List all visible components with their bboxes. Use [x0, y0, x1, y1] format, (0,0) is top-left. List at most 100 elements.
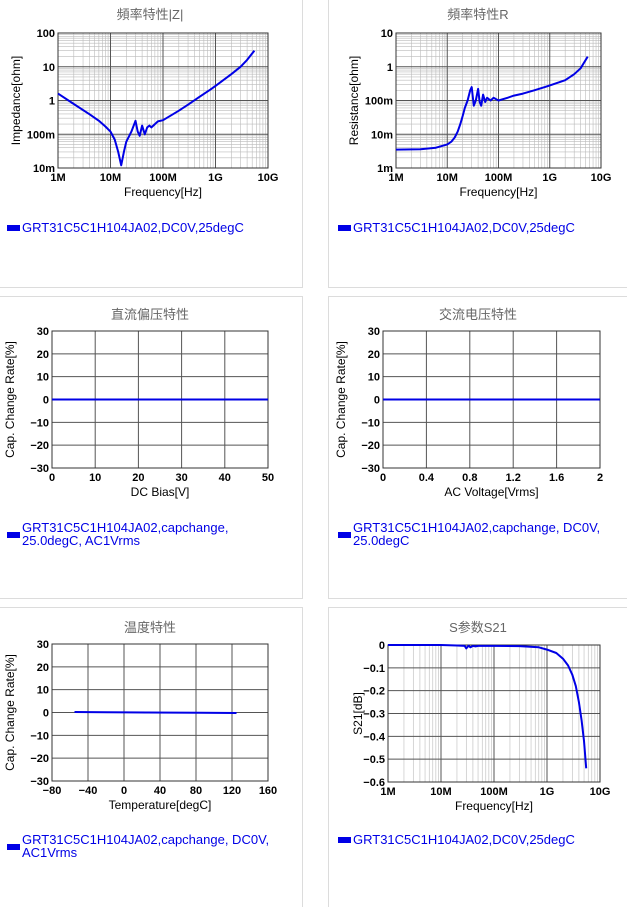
- y-tick-label: 10m: [371, 129, 393, 141]
- chart-title: S参数S21: [449, 620, 507, 635]
- y-tick-label: 1: [49, 96, 55, 108]
- x-tick-label: 1.6: [549, 472, 564, 484]
- legend-label: GRT31C5C1H104JA02,DC0V,25degC: [353, 220, 575, 235]
- x-tick-label: 1G: [540, 786, 555, 798]
- legend-swatch: [338, 532, 351, 538]
- x-tick-label: 50: [262, 472, 274, 484]
- y-tick-label: −20: [30, 753, 49, 765]
- chart-title: 頻率特性|Z|: [117, 7, 184, 22]
- row-separator-4-right: [328, 607, 627, 608]
- x-tick-label: 1M: [380, 786, 395, 798]
- row-separator-4-left: [0, 607, 303, 608]
- column-separator-bottom: [302, 607, 303, 907]
- plot-frame: [395, 32, 602, 169]
- y-tick-label: 0: [43, 708, 49, 720]
- x-axis-label: Frequency[Hz]: [124, 185, 202, 199]
- legend-label: GRT31C5C1H104JA02,capchange, 25.0degC, A…: [22, 520, 229, 548]
- x-tick-label: 1G: [542, 172, 557, 184]
- row-separator-1-right: [328, 287, 627, 288]
- y-tick-label: 0: [43, 395, 49, 407]
- s21-chart: S参数S21 1M 10M 100M 1G 10G 0 −0.1 −0.2 −0.3 −0.4 −0.…: [351, 620, 611, 813]
- y-tick-label: 100: [37, 28, 55, 40]
- x-tick-label: 1M: [388, 172, 403, 184]
- y-tick-label: −10: [361, 417, 380, 429]
- x-tick-label: −40: [79, 785, 98, 797]
- y-tick-label: 30: [37, 326, 49, 338]
- x-tick-label: 40: [219, 472, 231, 484]
- y-tick-label: 20: [37, 662, 49, 674]
- x-tick-label: −80: [43, 785, 62, 797]
- y-tick-label: 30: [37, 639, 49, 651]
- x-tick-label: 10G: [590, 786, 611, 798]
- series-line: [395, 56, 589, 151]
- legend-s21: GRT31C5C1H104JA02,DC0V,25degC: [338, 833, 623, 849]
- legend-ac-voltage: GRT31C5C1H104JA02,capchange, DC0V, 25.0d…: [338, 521, 623, 551]
- right-column-left-border-top: [328, 0, 329, 287]
- row-separator-2-right: [328, 296, 627, 297]
- y-tick-label: 1: [387, 62, 393, 74]
- ac-voltage-chart: 交流电压特性 0 0.4 0.8 1.2 1.6 2 −30 −20 −10 0 10 20 30 AC V…: [334, 307, 603, 499]
- x-tick-label: 0.4: [419, 472, 435, 484]
- y-tick-label: −0.4: [363, 731, 386, 743]
- y-tick-label: 10: [368, 372, 380, 384]
- legend-impedance: GRT31C5C1H104JA02,DC0V,25degC: [7, 221, 297, 237]
- y-tick-label: 100m: [365, 96, 393, 108]
- plot-frame: [57, 32, 269, 169]
- x-tick-label: 20: [132, 472, 144, 484]
- y-tick-label: 10: [37, 685, 49, 697]
- y-tick-label: −20: [361, 440, 380, 452]
- x-axis-label: Frequency[Hz]: [459, 185, 537, 199]
- x-tick-label: 160: [259, 785, 277, 797]
- legend-swatch: [7, 225, 20, 231]
- series-line: [57, 49, 256, 167]
- chart-title: 交流电压特性: [439, 307, 517, 322]
- chart-title: 頻率特性R: [447, 7, 508, 22]
- y-tick-label: 10: [43, 62, 55, 74]
- plot-frame: [51, 643, 269, 782]
- y-tick-label: −30: [361, 463, 380, 475]
- legend-label: GRT31C5C1H104JA02,capchange, DC0V, 25.0d…: [353, 520, 601, 548]
- y-axis-label: Resistance[ohm]: [347, 56, 361, 145]
- x-tick-label: 0: [49, 472, 55, 484]
- x-tick-label: 0: [121, 785, 127, 797]
- x-tick-label: 100M: [480, 786, 508, 798]
- y-tick-label: 10: [381, 28, 393, 40]
- x-tick-label: 100M: [485, 172, 513, 184]
- row-separator-2-left: [0, 296, 303, 297]
- row-separator-3-left: [0, 598, 303, 599]
- series-line: [74, 711, 237, 714]
- legend-swatch: [338, 225, 351, 231]
- y-tick-label: 0: [379, 640, 385, 652]
- x-tick-label: 1.2: [506, 472, 521, 484]
- y-axis-label: Cap. Change Rate[%]: [334, 341, 348, 458]
- y-tick-label: 10m: [33, 163, 55, 175]
- resistance-chart: 頻率特性R 1M 10M 100M 1G 10G 1m 10m 100m 1 10 Frequency…: [347, 7, 611, 199]
- y-tick-label: 10: [37, 372, 49, 384]
- x-tick-label: 0: [380, 472, 386, 484]
- x-tick-label: 1G: [208, 172, 223, 184]
- series-line: [388, 644, 588, 769]
- y-tick-label: −10: [30, 417, 49, 429]
- y-axis-label: Cap. Change Rate[%]: [3, 341, 17, 458]
- column-separator-middle: [302, 296, 303, 598]
- x-axis-label: DC Bias[V]: [131, 485, 190, 499]
- y-tick-label: −30: [30, 776, 49, 788]
- legend-temperature: GRT31C5C1H104JA02,capchange, DC0V, AC1Vr…: [7, 833, 297, 863]
- x-tick-label: 10M: [437, 172, 458, 184]
- y-tick-label: −0.6: [363, 777, 385, 789]
- x-tick-label: 0.8: [462, 472, 477, 484]
- x-axis-label: Frequency[Hz]: [455, 799, 533, 813]
- y-tick-label: 0: [374, 395, 380, 407]
- x-tick-label: 30: [175, 472, 187, 484]
- x-axis-label: Temperature[degC]: [109, 798, 212, 812]
- y-tick-label: −10: [30, 730, 49, 742]
- y-tick-label: 100m: [27, 129, 55, 141]
- x-tick-label: 1M: [50, 172, 65, 184]
- y-tick-label: −20: [30, 440, 49, 452]
- legend-swatch: [338, 837, 351, 843]
- y-tick-label: 20: [368, 349, 380, 361]
- right-column-left-border-bottom: [328, 607, 329, 907]
- chart-title: 直流偏压特性: [111, 307, 189, 322]
- right-column-left-border-middle: [328, 296, 329, 598]
